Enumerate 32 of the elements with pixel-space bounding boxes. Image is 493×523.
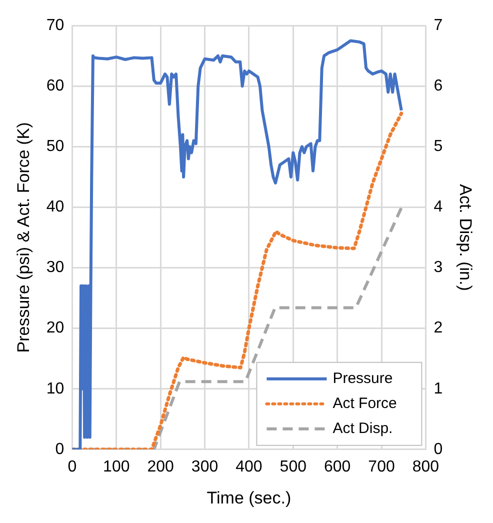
y-tick-label: 20 xyxy=(46,320,64,337)
y-tick-label: 50 xyxy=(46,138,64,156)
x-axis-title: Time (sec.) xyxy=(206,488,292,508)
x-tick-label: 200 xyxy=(147,458,174,476)
y2-tick-label: 7 xyxy=(434,17,443,34)
y2-tick-label: 6 xyxy=(434,78,443,95)
y-tick-label: 0 xyxy=(55,440,64,458)
y2-tick-label: 3 xyxy=(434,259,443,276)
y2-tick-label: 1 xyxy=(434,380,443,398)
y-tick-label: 10 xyxy=(46,380,64,398)
y2-tick-label: 4 xyxy=(434,198,443,216)
y2-tick-label: 5 xyxy=(434,138,443,156)
y2-tick-label: 2 xyxy=(434,320,443,337)
legend-label: Act Disp. xyxy=(332,420,393,438)
y-tick-label: 30 xyxy=(46,259,64,276)
y-tick-label: 70 xyxy=(46,17,64,34)
x-tick-label: 300 xyxy=(191,458,218,476)
y-axis-title: Pressure (psi) & Act. Force (K) xyxy=(14,122,33,353)
x-tick-label: 700 xyxy=(368,458,395,476)
line-series xyxy=(72,112,404,450)
x-tick-label: 500 xyxy=(280,458,307,476)
legend-label: Act Force xyxy=(332,395,397,412)
x-tick-label: 400 xyxy=(236,458,262,476)
x-tick-label: 100 xyxy=(103,458,130,476)
x-tick-label: 0 xyxy=(68,458,77,476)
x-tick-label: 600 xyxy=(324,458,351,476)
y-tick-label: 60 xyxy=(46,78,64,95)
y-tick-label: 40 xyxy=(46,198,64,216)
y2-tick-label: 0 xyxy=(434,440,443,458)
y2-axis-title: Act. Disp. (in.) xyxy=(456,184,476,291)
legend-label: Pressure xyxy=(332,370,393,388)
x-tick-label: 800 xyxy=(412,458,440,476)
